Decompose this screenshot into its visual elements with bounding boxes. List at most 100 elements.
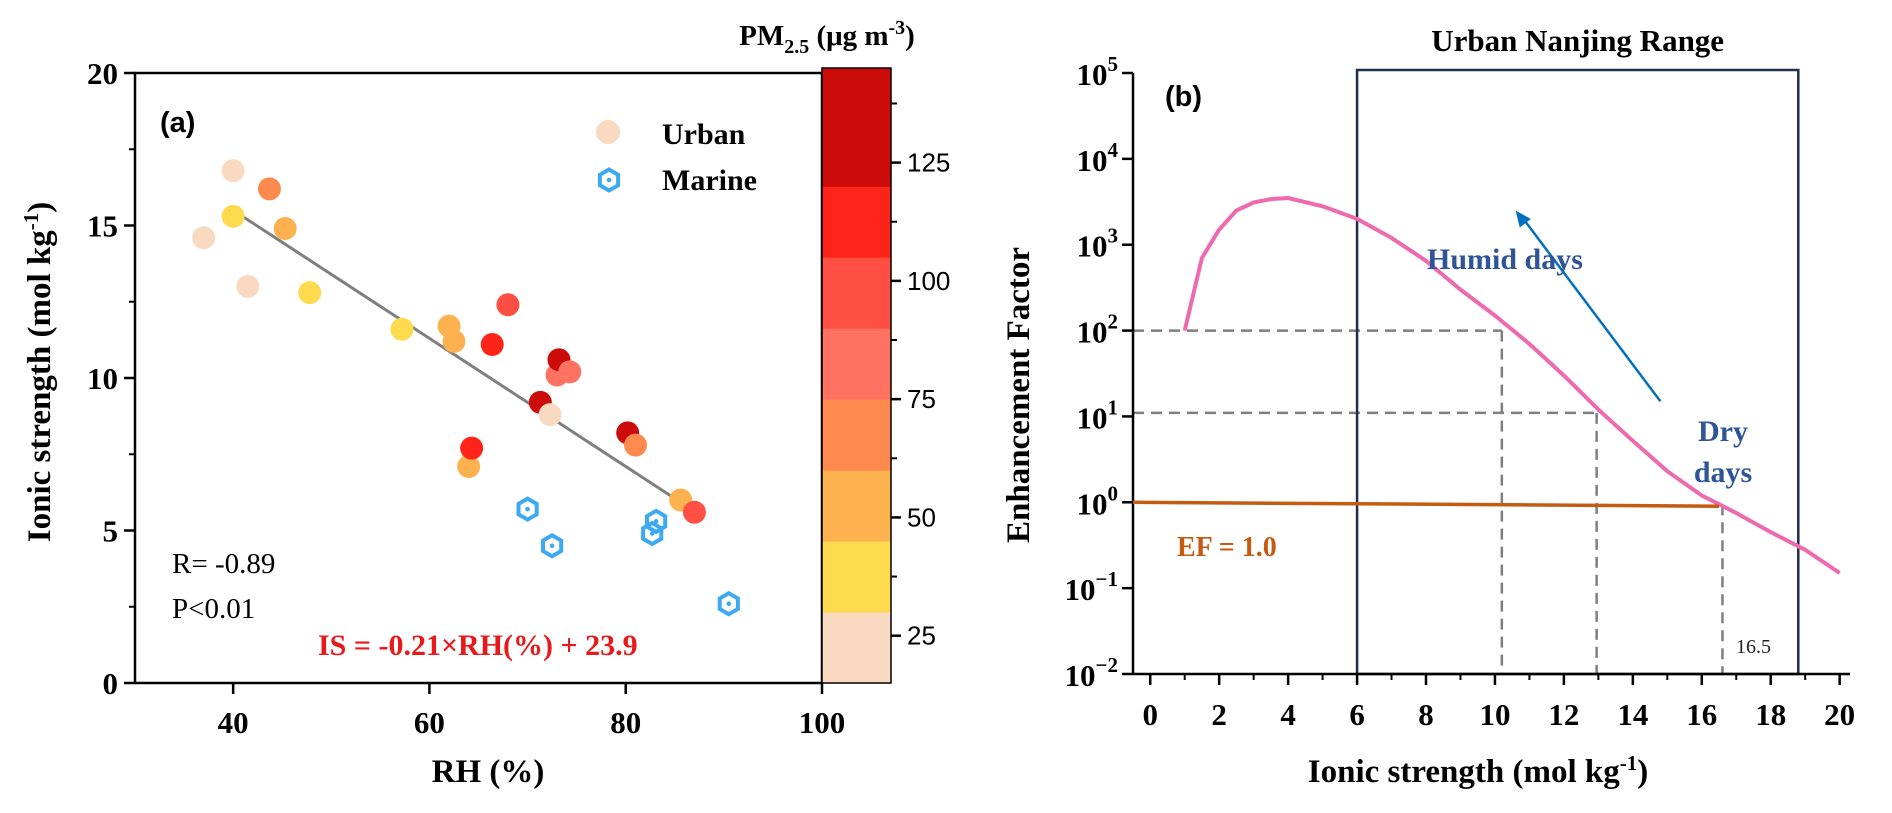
colorbar-bin <box>822 399 891 471</box>
y-tick-label: 103 <box>1077 224 1119 264</box>
urban-point <box>390 317 414 341</box>
x-tick-label: 60 <box>414 705 445 740</box>
panel-a: 40 60 80 100 0 5 10 15 20 (a) Urban Marine R= -0… <box>19 17 950 790</box>
colorbar-tick-label: 100 <box>907 266 950 296</box>
x-tick-label: 4 <box>1280 697 1296 732</box>
y-tick-label: 104 <box>1077 138 1119 178</box>
y-tick-label: 20 <box>87 56 118 91</box>
x-tick-label: 2 <box>1211 697 1227 732</box>
p-value-text: P<0.01 <box>172 593 255 625</box>
legend-marine-hexagon <box>597 167 621 193</box>
y-tick-label: 102 <box>1077 310 1119 350</box>
marine-hexagon <box>717 590 740 617</box>
x-tick-label: 16 <box>1686 697 1717 732</box>
x-tick-label: 40 <box>218 705 249 740</box>
x-tick-label: 80 <box>610 705 641 740</box>
marine-hexagon <box>645 508 668 535</box>
marine-center-dot <box>549 543 555 549</box>
colorbar: 25 50 75 100 125 <box>821 67 950 684</box>
urban-point <box>236 275 260 298</box>
colorbar-bin <box>822 541 891 613</box>
panel-b-label: (b) <box>1165 81 1202 113</box>
x-tick-label: 20 <box>1824 697 1855 732</box>
colorbar-frame <box>821 67 892 684</box>
enhancement-factor-curve <box>1182 196 1841 575</box>
marine-point <box>541 532 564 559</box>
x-tick-label: 0 <box>1142 697 1158 732</box>
dry-days-label-line1: Dry <box>1698 415 1748 448</box>
urban-point <box>538 403 562 427</box>
marine-point <box>516 496 539 522</box>
colorbar-tick-label: 25 <box>907 621 936 651</box>
legend-urban-label: Urban <box>662 118 746 151</box>
y-tick-label: 0 <box>103 666 119 701</box>
urban-point <box>298 281 322 305</box>
marine-point <box>645 508 668 535</box>
marine-hexagon <box>516 496 539 522</box>
urban-nanjing-range-box <box>1355 68 1800 676</box>
urban-point <box>682 500 706 524</box>
colorbar-bin <box>822 470 891 542</box>
panel-a-legend: Urban Marine <box>596 118 757 197</box>
arrow-head <box>1515 210 1531 228</box>
x-tick-label: 100 <box>799 705 846 740</box>
colorbar-tick-label: 50 <box>907 502 936 532</box>
legend-urban-marker <box>596 120 620 144</box>
x-tick-label: 10 <box>1479 697 1510 732</box>
panel-b-ticks: 0 2 4 6 8 10 12 14 16 18 20 10−2 10−1 100 101 102 103 104… <box>1065 52 1856 732</box>
regression-equation: IS = -0.21×RH(%) + 23.9 <box>318 629 638 662</box>
trend-arrow <box>1515 210 1662 403</box>
y-tick-label: 100 <box>1077 481 1119 521</box>
panel-b-y-axis-title: Enhancement Factor <box>1001 247 1037 543</box>
panel-a-ticks: 40 60 80 100 0 5 10 15 20 <box>87 56 845 740</box>
y-tick-label: 10 <box>87 361 118 396</box>
colorbar-bin <box>822 186 891 258</box>
marine-hexagon <box>541 532 564 559</box>
urban-point <box>221 204 245 228</box>
x-tick-label: 6 <box>1349 697 1365 732</box>
legend-marine-dot <box>606 177 612 183</box>
dry-days-label-line2: days <box>1694 456 1752 489</box>
colorbar-bin <box>822 68 891 187</box>
urban-point <box>442 329 466 353</box>
marine-center-dot <box>653 519 659 524</box>
y-tick-label: 10−2 <box>1065 653 1118 693</box>
x-tick-label: 12 <box>1548 697 1579 732</box>
colorbar-tick-label: 125 <box>907 148 950 178</box>
urban-point <box>273 217 297 241</box>
marine-center-dot <box>525 506 530 512</box>
humid-days-label: Humid days <box>1427 243 1583 276</box>
legend-marine-marker <box>597 167 621 193</box>
y-tick-label: 105 <box>1077 52 1119 92</box>
r-value-text: R= -0.89 <box>172 548 275 580</box>
marine-point <box>717 590 740 617</box>
urban-point <box>221 159 245 183</box>
legend-marine-label: Marine <box>662 164 757 197</box>
y-tick-label: 101 <box>1077 395 1119 435</box>
arrow-shaft <box>1520 215 1662 403</box>
panel-b-x-axis-title: Ionic strength (mol kg-1) <box>1308 751 1649 790</box>
urban-point <box>624 433 648 457</box>
y-tick-label: 15 <box>87 209 118 244</box>
fit-line <box>238 212 701 516</box>
urban-point <box>457 454 481 478</box>
urban-point <box>480 332 504 356</box>
x-tick-label: 8 <box>1418 697 1434 732</box>
urban-point <box>460 436 484 460</box>
guide-lines <box>1133 329 1724 674</box>
colorbar-tick-label: 75 <box>907 384 936 414</box>
urban-point <box>558 360 582 384</box>
range-box-label: Urban Nanjing Range <box>1431 23 1724 58</box>
urban-point <box>496 293 520 317</box>
panel-a-label: (a) <box>160 107 195 139</box>
colorbar-bin <box>822 328 891 400</box>
y-tick-label: 10−1 <box>1065 567 1118 607</box>
panel-a-points <box>192 159 740 617</box>
colorbar-bin <box>822 257 891 329</box>
ef-baseline <box>1132 500 1720 508</box>
panel-a-x-axis-title: RH (%) <box>432 754 545 790</box>
marine-center-dot <box>726 601 732 606</box>
y-tick-label: 5 <box>103 514 119 549</box>
panel-b: Urban Nanjing Range 0 2 4 6 8 10 12 14 16 18 20 10−… <box>1001 23 1855 790</box>
x-tick-label: 18 <box>1755 697 1786 732</box>
